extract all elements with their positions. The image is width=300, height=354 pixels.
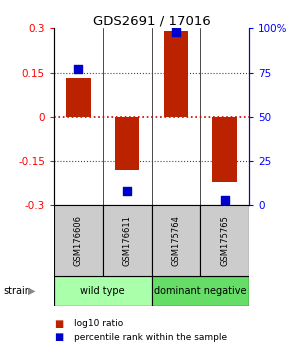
Text: strain: strain bbox=[3, 286, 31, 296]
Point bbox=[173, 29, 178, 35]
Bar bbox=[152, 205, 200, 276]
Point bbox=[125, 188, 130, 194]
Bar bbox=[152, 276, 249, 306]
Bar bbox=[54, 276, 152, 306]
Point bbox=[76, 66, 81, 72]
Bar bbox=[103, 205, 152, 276]
Text: GSM175765: GSM175765 bbox=[220, 215, 229, 266]
Bar bbox=[164, 31, 188, 117]
Title: GDS2691 / 17016: GDS2691 / 17016 bbox=[93, 14, 210, 27]
Text: dominant negative: dominant negative bbox=[154, 286, 247, 296]
Text: ▶: ▶ bbox=[28, 286, 35, 296]
Text: ■: ■ bbox=[54, 319, 63, 329]
Bar bbox=[115, 117, 139, 170]
Text: GSM176606: GSM176606 bbox=[74, 215, 83, 266]
Bar bbox=[66, 79, 91, 117]
Text: GSM175764: GSM175764 bbox=[171, 215, 180, 266]
Bar bbox=[200, 205, 249, 276]
Point bbox=[222, 197, 227, 203]
Text: wild type: wild type bbox=[80, 286, 125, 296]
Bar bbox=[212, 117, 237, 182]
Bar bbox=[54, 205, 103, 276]
Text: ■: ■ bbox=[54, 332, 63, 342]
Text: percentile rank within the sample: percentile rank within the sample bbox=[74, 332, 226, 342]
Text: log10 ratio: log10 ratio bbox=[74, 319, 123, 329]
Text: GSM176611: GSM176611 bbox=[123, 215, 132, 266]
